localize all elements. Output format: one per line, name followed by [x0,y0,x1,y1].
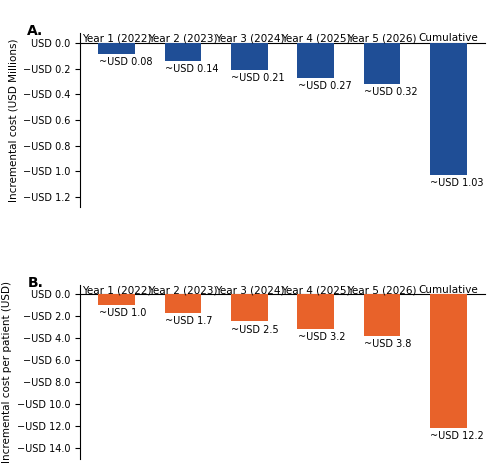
Bar [298,294,334,329]
Text: Year 2 (2023): Year 2 (2023) [148,33,218,44]
Bar [164,44,201,61]
Text: ~USD 3.2: ~USD 3.2 [298,333,346,342]
Bar [231,294,268,321]
Text: ~USD 0.32: ~USD 0.32 [364,88,418,97]
Text: ~USD 1.7: ~USD 1.7 [165,316,212,326]
Text: Year 3 (2024): Year 3 (2024) [214,33,284,44]
Bar [164,294,201,313]
Text: Cumulative: Cumulative [418,285,478,295]
Bar [98,294,135,305]
Text: A.: A. [28,25,44,38]
Text: ~USD 0.08: ~USD 0.08 [98,57,152,67]
Text: Year 5 (2026): Year 5 (2026) [348,285,417,295]
Bar [430,294,467,428]
Text: ~USD 12.2: ~USD 12.2 [430,431,484,441]
Y-axis label: Incremental cost (USD Millions): Incremental cost (USD Millions) [8,38,18,202]
Text: Year 4 (2025): Year 4 (2025) [281,285,350,295]
Text: ~USD 0.27: ~USD 0.27 [298,81,352,91]
Bar [298,44,334,78]
Text: ~USD 0.21: ~USD 0.21 [232,73,285,83]
Text: Year 5 (2026): Year 5 (2026) [348,33,417,44]
Text: Year 1 (2022): Year 1 (2022) [82,33,152,44]
Bar [364,294,401,336]
Text: B.: B. [28,276,43,290]
Bar [231,44,268,70]
Text: ~USD 2.5: ~USD 2.5 [232,324,279,334]
Text: ~USD 1.03: ~USD 1.03 [430,178,484,188]
Text: Year 1 (2022): Year 1 (2022) [82,285,152,295]
Text: ~USD 0.14: ~USD 0.14 [165,64,218,74]
Y-axis label: Incremental cost per patient (USD): Incremental cost per patient (USD) [2,281,12,463]
Text: Year 4 (2025): Year 4 (2025) [281,33,350,44]
Bar [430,44,467,175]
Text: Year 2 (2023): Year 2 (2023) [148,285,218,295]
Text: ~USD 1.0: ~USD 1.0 [98,308,146,318]
Text: Cumulative: Cumulative [418,33,478,44]
Text: Year 3 (2024): Year 3 (2024) [214,285,284,295]
Bar [364,44,401,84]
Text: ~USD 3.8: ~USD 3.8 [364,339,412,349]
Bar [98,44,135,53]
